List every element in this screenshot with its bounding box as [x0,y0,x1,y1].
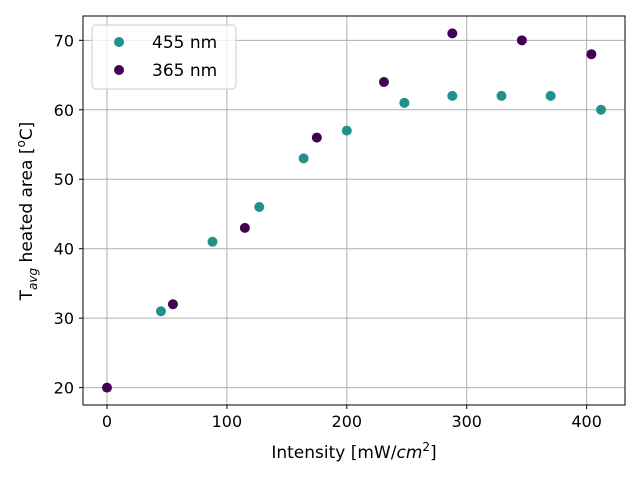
data-point [596,104,607,115]
x-axis-label: Intensity [mW/cm2] [271,440,436,463]
y-tick-label: 70 [54,31,74,50]
axis-ticks: 0 100 200 300 400 20 30 40 50 60 70 [54,31,602,431]
plot-frame [82,15,626,406]
data-point [298,153,309,164]
series-365-nm [101,28,597,393]
data-points [101,28,607,393]
data-point [545,90,556,101]
x-tick-label: 300 [451,412,482,431]
data-point [167,299,178,310]
data-point [341,125,352,136]
y-tick-label: 20 [54,379,74,398]
data-point [447,90,458,101]
data-point [207,236,218,247]
data-point [254,202,265,213]
y-tick-label: 60 [54,101,74,120]
data-point [447,28,458,39]
data-point [399,97,410,108]
y-axis-label: Tavg heated area [oC] [14,122,40,302]
x-tick-label: 100 [212,412,243,431]
data-point [311,132,322,143]
x-tick-label: 200 [332,412,363,431]
data-point [155,306,166,317]
y-tick-label: 30 [54,309,74,328]
data-point [378,76,389,87]
data-point [101,382,112,393]
data-point [496,90,507,101]
legend-marker-455nm [114,37,124,47]
legend-marker-365nm [114,65,124,75]
data-point [239,222,250,233]
legend: 455 nm 365 nm [91,24,237,90]
legend-box [91,24,237,90]
x-tick-label: 0 [102,412,112,431]
data-point [516,35,527,46]
series-455-nm [155,90,607,317]
y-tick-label: 40 [54,240,74,259]
y-tick-label: 50 [54,170,74,189]
legend-label-365nm: 365 nm [152,61,217,81]
legend-label-455nm: 455 nm [152,33,217,53]
x-tick-label: 400 [571,412,602,431]
data-point [586,49,597,60]
